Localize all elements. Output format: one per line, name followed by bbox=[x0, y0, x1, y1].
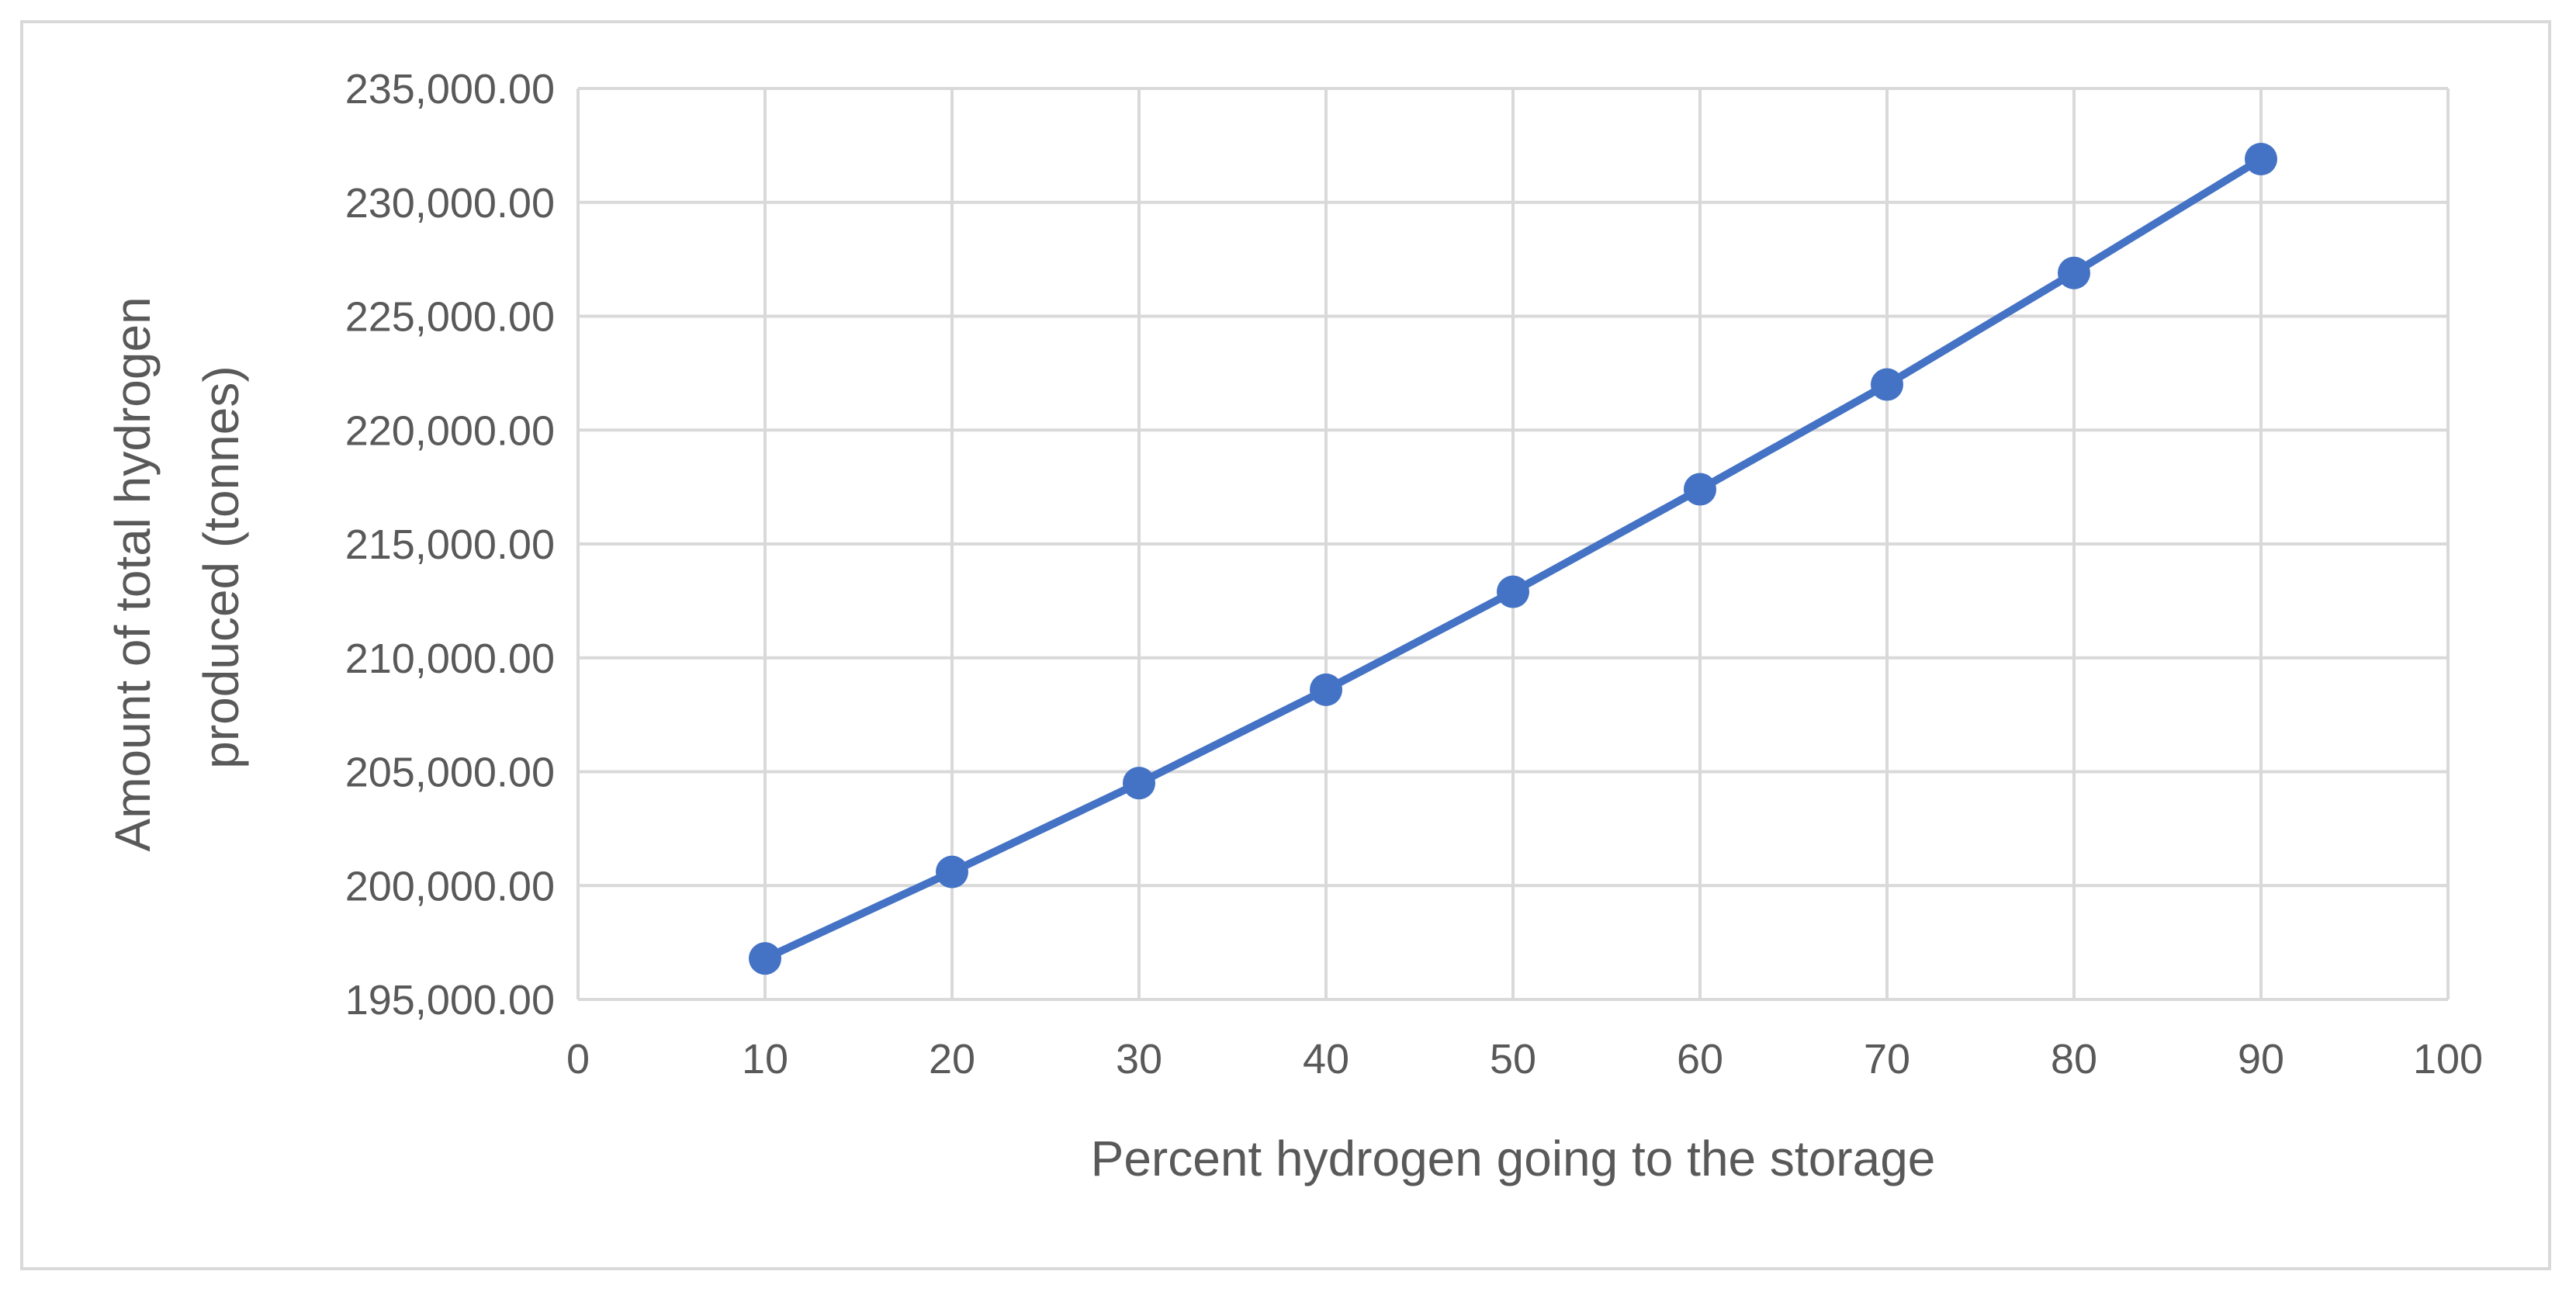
x-axis-title: Percent hydrogen going to the storage bbox=[1091, 1131, 1936, 1186]
y-axis-title-line-2: produced (tonnes) bbox=[193, 365, 249, 768]
axes bbox=[576, 88, 2448, 1001]
data-point bbox=[2245, 142, 2277, 175]
y-tick-label: 195,000.00 bbox=[345, 977, 555, 1024]
x-tick-label: 40 bbox=[1303, 1036, 1349, 1082]
y-axis-title-line-1: Amount of total hydrogen bbox=[105, 296, 161, 851]
data-point bbox=[936, 855, 968, 888]
y-axis-title: Amount of total hydrogen produced (tonne… bbox=[105, 283, 249, 852]
y-tick-label: 205,000.00 bbox=[345, 750, 555, 796]
data-point bbox=[1871, 368, 1903, 401]
y-tick-label: 220,000.00 bbox=[345, 407, 555, 454]
data-point bbox=[749, 942, 781, 975]
gridlines bbox=[578, 87, 2450, 999]
x-tick-label: 80 bbox=[2051, 1036, 2097, 1082]
y-tick-label: 235,000.00 bbox=[345, 66, 555, 113]
y-tick-label: 215,000.00 bbox=[345, 521, 555, 568]
data-point bbox=[2058, 256, 2090, 289]
x-tick-label: 0 bbox=[566, 1036, 590, 1082]
chart-frame bbox=[20, 20, 2551, 1270]
x-tick-label: 90 bbox=[2238, 1036, 2284, 1082]
x-tick-label: 100 bbox=[2413, 1036, 2483, 1082]
x-tick-label: 70 bbox=[1864, 1036, 1910, 1082]
data-point bbox=[1310, 673, 1342, 706]
x-tick-label: 20 bbox=[929, 1036, 975, 1082]
data-points bbox=[749, 142, 2277, 975]
x-tick-label: 30 bbox=[1116, 1036, 1162, 1082]
tick-labels: 0 10 20 30 40 50 60 70 80 90 100 195,000.00 200,000.… bbox=[345, 66, 2483, 1082]
data-point bbox=[1684, 473, 1716, 506]
y-tick-label: 230,000.00 bbox=[345, 180, 555, 227]
x-tick-label: 10 bbox=[742, 1036, 788, 1082]
y-tick-label: 200,000.00 bbox=[345, 863, 555, 909]
y-tick-label: 210,000.00 bbox=[345, 636, 555, 682]
x-tick-label: 60 bbox=[1677, 1036, 1723, 1082]
x-tick-label: 50 bbox=[1490, 1036, 1536, 1082]
y-tick-label: 225,000.00 bbox=[345, 294, 555, 341]
data-point bbox=[1123, 767, 1155, 800]
data-point bbox=[1497, 575, 1529, 608]
